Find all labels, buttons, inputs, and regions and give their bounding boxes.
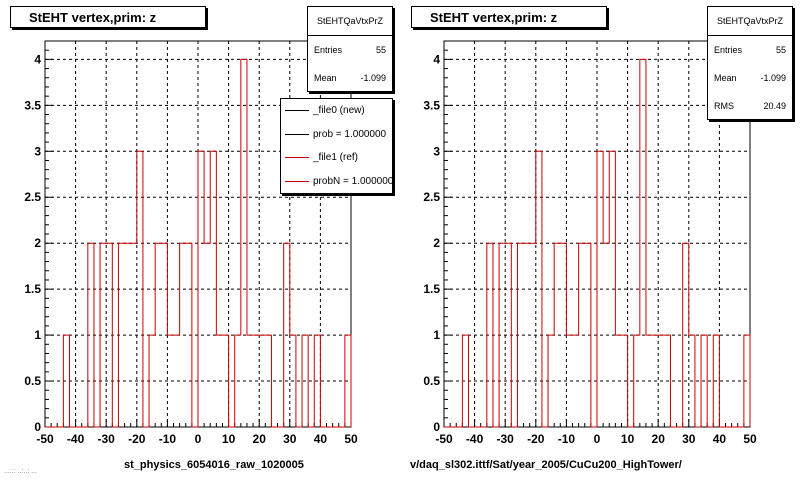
right-y-tick-label: 0 <box>433 420 440 434</box>
left-stats-entries-label: Entries <box>314 45 343 55</box>
right-stats-mean-value: -1.099 <box>760 73 786 83</box>
left-stats-mean-row: Mean -1.099 <box>308 64 392 92</box>
legend-entry-file1: _file1 (ref) <box>281 146 392 170</box>
right-stats-rms-value: 20.49 <box>763 101 786 111</box>
right-x-tick-label: 40 <box>713 432 727 446</box>
left-legend: _file0 (new) prob = 1.000000 _file1 (ref… <box>280 98 393 194</box>
left-stats-mean-label: Mean <box>314 73 337 83</box>
left-x-tick-label: 40 <box>314 432 328 446</box>
right-y-tick-label: 1 <box>433 328 440 342</box>
left-stats-name: StEHTQaVtxPrZ <box>308 7 392 36</box>
right-stats-entries-row: Entries 55 <box>708 36 792 64</box>
right-histogram-title: StEHT vertex,prim: z <box>411 6 607 28</box>
legend-entry-probn: probN = 1.000000 <box>281 170 392 194</box>
right-stats-entries-value: 55 <box>775 45 786 55</box>
right-stats-mean-row: Mean -1.099 <box>708 64 792 92</box>
left-x-axis-label: st_physics_6054016_raw_1020005 <box>124 459 304 471</box>
left-histogram-line <box>45 58 352 428</box>
right-y-tick-label: 4 <box>433 52 440 66</box>
legend-entry-prob: prob = 1.000000 <box>281 123 392 147</box>
left-x-tick-label: 50 <box>344 432 358 446</box>
right-y-tick-label: 3.5 <box>423 98 440 112</box>
right-y-tick-label: 1.5 <box>423 282 440 296</box>
left-y-tick-label: 0.5 <box>24 374 41 388</box>
right-stats-name: StEHTQaVtxPrZ <box>708 7 792 36</box>
left-stats-mean-value: -1.099 <box>360 73 386 83</box>
left-x-tick-label: 30 <box>283 432 297 446</box>
right-x-tick-label: -30 <box>497 432 515 446</box>
left-y-tick-label: 1.5 <box>24 282 41 296</box>
right-x-tick-label: 50 <box>743 432 757 446</box>
left-stats-box: StEHTQaVtxPrZ Entries 55 Mean -1.099 <box>307 6 393 92</box>
right-y-tick-label: 0.5 <box>423 374 440 388</box>
left-y-tick-label: 3.5 <box>24 98 41 112</box>
right-stats-box: StEHTQaVtxPrZ Entries 55 Mean -1.099 RMS… <box>707 6 793 120</box>
legend-label: _file1 (ref) <box>313 152 359 163</box>
right-x-tick-label: -10 <box>558 432 576 446</box>
legend-swatch <box>285 110 309 111</box>
right-stats-mean-label: Mean <box>714 73 737 83</box>
right-stats-rms-label: RMS <box>714 101 734 111</box>
right-x-tick-label: -20 <box>527 432 545 446</box>
left-x-tick-label: -30 <box>98 432 116 446</box>
right-x-tick-label: -40 <box>466 432 484 446</box>
legend-entry-file0: _file0 (new) <box>281 99 392 123</box>
left-y-tick-label: 3 <box>34 144 41 158</box>
left-y-tick-label: 2.5 <box>24 190 41 204</box>
right-x-axis-label: v/daq_sl302.ittf/Sat/year_2005/CuCu200_H… <box>410 459 682 471</box>
left-x-tick-label: -50 <box>36 432 54 446</box>
right-x-tick-label: 30 <box>682 432 696 446</box>
legend-label: prob = 1.000000 <box>313 128 387 140</box>
right-y-tick-label: 2.5 <box>423 190 440 204</box>
right-stats-entries-label: Entries <box>714 45 743 55</box>
footer-faint-text: ...:.: ..:..: ... <box>4 468 38 475</box>
right-x-tick-label: 10 <box>621 432 635 446</box>
left-x-tick-label: -20 <box>128 432 146 446</box>
right-x-tick-label: -50 <box>435 432 453 446</box>
legend-label: probN = 1.000000 <box>313 175 393 187</box>
right-histogram-line <box>444 58 751 428</box>
left-x-tick-label: 20 <box>253 432 267 446</box>
legend-swatch <box>285 157 309 158</box>
left-stats-entries-value: 55 <box>375 45 386 55</box>
right-y-tick-label: 2 <box>433 236 440 250</box>
left-stats-entries-row: Entries 55 <box>308 36 392 64</box>
left-x-tick-label: 10 <box>222 432 236 446</box>
legend-swatch <box>285 133 309 135</box>
right-stats-rms-row: RMS 20.49 <box>708 92 792 120</box>
left-x-tick-label: 0 <box>195 432 202 446</box>
right-x-tick-label: 0 <box>594 432 601 446</box>
left-y-tick-label: 2 <box>34 236 41 250</box>
left-y-tick-label: 0 <box>34 420 41 434</box>
left-x-tick-label: -10 <box>159 432 177 446</box>
legend-label: _file0 (new) <box>313 105 365 116</box>
left-y-tick-label: 4 <box>34 52 41 66</box>
right-y-tick-label: 3 <box>433 144 440 158</box>
right-x-tick-label: 20 <box>652 432 666 446</box>
left-x-tick-label: -40 <box>67 432 85 446</box>
left-y-tick-label: 1 <box>34 328 41 342</box>
legend-swatch <box>285 180 309 182</box>
left-histogram-title: StEHT vertex,prim: z <box>10 6 206 28</box>
